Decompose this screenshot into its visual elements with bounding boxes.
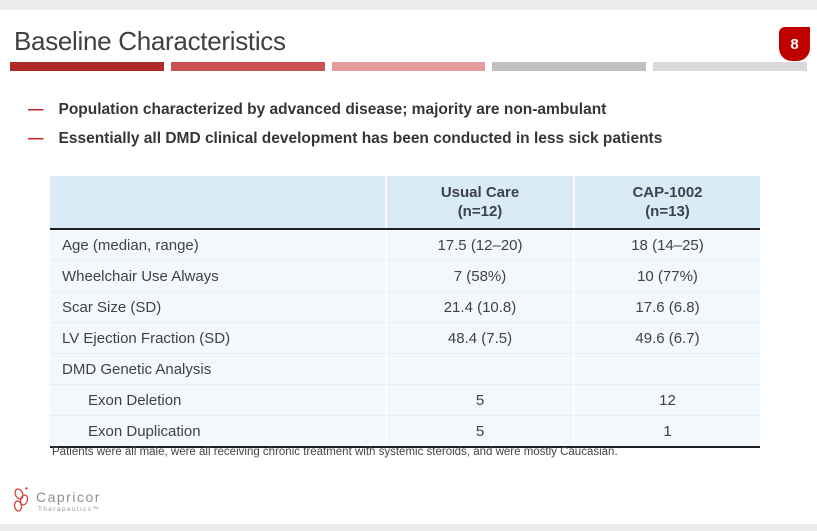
row-label: LV Ejection Fraction (SD)	[50, 322, 386, 354]
logo-company-name: Capricor	[36, 489, 101, 505]
header-usual-care-name: Usual Care	[440, 184, 520, 201]
row-label: Scar Size (SD)	[50, 291, 386, 323]
bullet-item: — Population characterized by advanced di…	[28, 100, 801, 120]
accent-bar	[331, 62, 486, 71]
bullet-list: — Population characterized by advanced di…	[28, 100, 801, 158]
bullet-text: Population characterized by advanced dis…	[58, 101, 607, 118]
usual-care-value: 21.4 (10.8)	[385, 291, 574, 323]
table-body: Age (median, range) 17.5 (12–20) 18 (14–25…	[50, 229, 760, 448]
table-row: Age (median, range) 17.5 (12–20) 18 (14–25…	[50, 229, 760, 261]
usual-care-value: 5	[385, 384, 574, 416]
cap-1002-value: 17.6 (6.8)	[573, 291, 760, 323]
page-number-badge: 8	[779, 27, 810, 61]
row-label: DMD Genetic Analysis	[50, 353, 386, 385]
slide-title: Baseline Characteristics	[14, 26, 286, 56]
row-label: Exon Deletion	[50, 384, 386, 416]
screen-edge-bottom	[0, 524, 817, 531]
capricor-logo: Capricor Therapeutics™	[10, 483, 101, 528]
table-row: Wheelchair Use Always 7 (58%) 10 (77%)	[50, 260, 760, 292]
cap-1002-value: 10 (77%)	[573, 260, 760, 292]
usual-care-value	[385, 353, 574, 385]
accent-bar	[10, 62, 164, 71]
table-row: Exon Duplication 5 1	[50, 415, 760, 448]
header-cap-1002-n: (n=13)	[645, 203, 690, 220]
table-row: DMD Genetic Analysis	[50, 353, 760, 385]
accent-bar	[492, 62, 647, 71]
logo-subtitle: Therapeutics™	[38, 506, 101, 513]
usual-care-value: 7 (58%)	[385, 260, 574, 292]
table-footnote: Patients were all male, were all receivi…	[52, 446, 618, 458]
bullet-dash-icon: —	[28, 130, 44, 147]
capricor-logo-icon	[10, 483, 34, 528]
cap-1002-value: 49.6 (6.7)	[573, 322, 760, 354]
baseline-characteristics-table: Usual Care (n=12) CAP-1002 (n=13) Age (m…	[50, 176, 760, 448]
row-label: Age (median, range)	[50, 229, 386, 261]
header-usual-care-n: (n=12)	[457, 203, 503, 220]
bullet-dash-icon: —	[28, 101, 44, 118]
bullet-text: Essentially all DMD clinical development…	[58, 130, 663, 147]
capricor-logo-text: Capricor Therapeutics™	[36, 490, 101, 513]
cap-1002-value: 1	[573, 415, 760, 448]
header-cap-1002: CAP-1002 (n=13)	[573, 176, 760, 230]
header-usual-care: Usual Care (n=12)	[385, 176, 574, 230]
usual-care-value: 5	[385, 415, 574, 448]
row-label: Exon Duplication	[50, 415, 386, 448]
accent-bar	[170, 62, 325, 71]
usual-care-value: 48.4 (7.5)	[385, 322, 574, 354]
row-label: Wheelchair Use Always	[50, 260, 386, 292]
table-header-row: Usual Care (n=12) CAP-1002 (n=13)	[50, 176, 760, 230]
bullet-item: — Essentially all DMD clinical developmen…	[28, 129, 801, 149]
usual-care-value: 17.5 (12–20)	[385, 229, 574, 261]
header-cap-1002-name: CAP-1002	[632, 184, 703, 201]
cap-1002-value: 12	[573, 384, 760, 416]
cap-1002-value	[573, 353, 760, 385]
header-empty-cell	[50, 176, 386, 230]
screen-edge-top	[0, 0, 817, 10]
accent-bars	[10, 62, 807, 71]
table-row: Scar Size (SD) 21.4 (10.8) 17.6 (6.8)	[50, 291, 760, 323]
accent-bar	[653, 62, 807, 71]
cap-1002-value: 18 (14–25)	[573, 229, 760, 261]
table-row: LV Ejection Fraction (SD) 48.4 (7.5) 49.6 …	[50, 322, 760, 354]
table-row: Exon Deletion 5 12	[50, 384, 760, 416]
